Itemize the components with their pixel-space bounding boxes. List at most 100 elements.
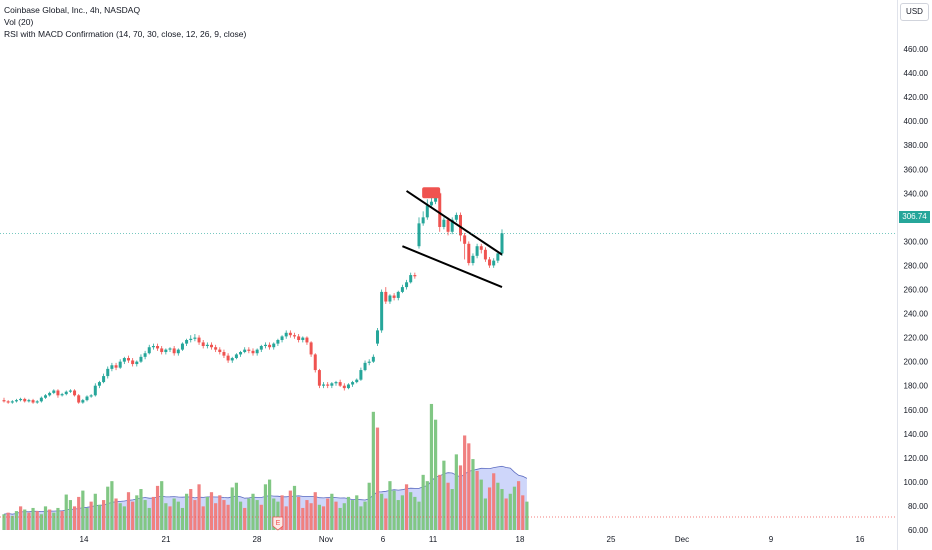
- volume-bar: [330, 493, 334, 530]
- price-tick-label: 220.00: [904, 334, 929, 343]
- earnings-marker[interactable]: [272, 516, 284, 531]
- chart-legend: Coinbase Global, Inc., 4h, NASDAQ Vol (2…: [4, 4, 246, 40]
- price-tick-label: 440.00: [904, 69, 929, 78]
- candle-body: [164, 349, 168, 353]
- candle-body: [239, 352, 243, 355]
- volume-bar: [525, 501, 529, 530]
- candle-body: [185, 340, 189, 344]
- volume-bar: [14, 511, 19, 530]
- volume-bar: [110, 481, 114, 530]
- volume-bar: [52, 512, 56, 530]
- volume-bar: [234, 482, 238, 530]
- volume-bar: [205, 496, 209, 530]
- volume-bar: [81, 490, 85, 530]
- candle-body: [500, 233, 504, 254]
- volume-bar: [10, 515, 14, 530]
- candle-body: [56, 390, 60, 396]
- candle-body: [127, 358, 130, 361]
- candle-body: [317, 370, 321, 386]
- candle-body: [10, 401, 14, 403]
- candle-body: [89, 395, 93, 397]
- candle-body: [429, 201, 433, 206]
- volume-bar: [380, 493, 384, 530]
- volume-bar: [143, 500, 147, 530]
- volume-bar: [2, 514, 6, 530]
- candle-body: [330, 383, 334, 386]
- volume-bar: [23, 509, 27, 530]
- volume-bar: [458, 465, 463, 530]
- trendline[interactable]: [405, 190, 503, 256]
- candle-body: [6, 401, 10, 403]
- earnings-marker-label: E: [276, 520, 281, 527]
- candle-body: [475, 246, 479, 256]
- volume-bar: [180, 507, 185, 530]
- volume-bar: [126, 492, 131, 530]
- candle-body: [380, 291, 384, 331]
- candle-body: [367, 361, 371, 363]
- candle-body: [268, 344, 272, 348]
- candle-body: [23, 398, 27, 402]
- volume-bar: [185, 493, 189, 530]
- volume-bar: [247, 498, 251, 530]
- volume-bar: [367, 482, 371, 530]
- volume-bar: [164, 503, 168, 530]
- volume-bar: [135, 495, 139, 530]
- price-tick-label: 340.00: [904, 189, 929, 198]
- candle-body: [446, 219, 450, 232]
- currency-button[interactable]: USD: [900, 3, 929, 21]
- volume-bar: [425, 481, 429, 530]
- candle-body: [483, 249, 487, 260]
- candle-body: [351, 382, 355, 385]
- price-axis[interactable]: 460.00 440.00 420.00 400.00 380.00 360.00 340.…: [904, 45, 929, 535]
- candle-body: [193, 337, 197, 339]
- price-tick-label: 200.00: [904, 358, 929, 367]
- volume-bar: [326, 498, 330, 530]
- candle-body: [139, 356, 143, 362]
- time-axis[interactable]: 14 21 28 Nov 6 11 18 25 Dec 9 16: [80, 535, 865, 544]
- volume-bar: [160, 481, 164, 530]
- legend-title: Coinbase Global, Inc., 4h, NASDAQ: [4, 5, 141, 15]
- candle-body: [251, 350, 255, 354]
- volume-bar: [197, 484, 201, 530]
- volume-bar: [463, 435, 467, 530]
- time-tick-label: 6: [381, 535, 386, 544]
- price-tick-label: 300.00: [904, 237, 929, 246]
- candle-body: [77, 395, 81, 403]
- candle-body: [305, 337, 309, 343]
- volume-bar: [272, 498, 276, 530]
- candle-body: [73, 390, 77, 396]
- candle-body: [355, 379, 359, 383]
- volume-bar: [351, 500, 355, 530]
- price-tick-label: 140.00: [904, 430, 929, 439]
- candle-body: [168, 348, 172, 350]
- price-tick-label: 260.00: [904, 286, 929, 295]
- candle-body: [359, 370, 363, 380]
- candle-body: [197, 337, 201, 343]
- candle-body: [68, 390, 72, 392]
- candle-body: [272, 343, 276, 348]
- price-tick-label: 160.00: [904, 406, 929, 415]
- volume-bar: [230, 487, 234, 530]
- price-tick-label: 420.00: [904, 93, 929, 102]
- price-tick-label: 180.00: [904, 382, 929, 391]
- candle-body: [442, 219, 446, 227]
- trendlines[interactable]: [402, 190, 503, 289]
- candle-body: [326, 384, 330, 386]
- price-tick-label: 240.00: [904, 310, 929, 319]
- candle-body: [210, 344, 213, 348]
- candle-body: [438, 193, 442, 227]
- volume-bar: [284, 506, 288, 530]
- sell-signal-marker: [422, 187, 441, 199]
- volume-bar: [68, 500, 72, 530]
- volume-bar: [118, 503, 122, 530]
- volume-bar: [280, 495, 284, 530]
- volume-bar: [297, 496, 301, 530]
- volume-bar: [39, 514, 43, 530]
- candle-body: [334, 382, 338, 384]
- price-tick-label: 80.00: [908, 502, 929, 511]
- volume-bar: [77, 496, 81, 530]
- trendline[interactable]: [402, 245, 503, 289]
- candle-body: [376, 330, 379, 344]
- volume-bar: [214, 503, 218, 530]
